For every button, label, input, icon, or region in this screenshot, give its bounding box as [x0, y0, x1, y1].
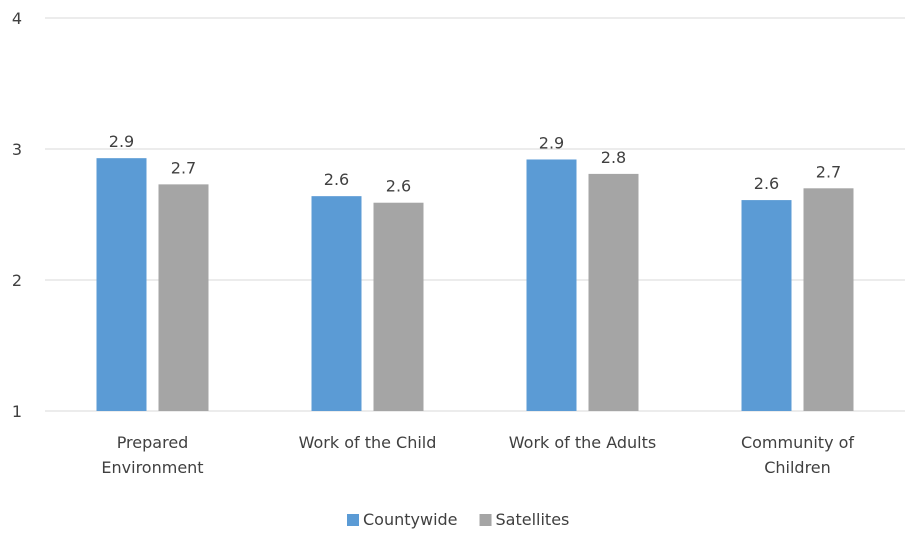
data-label: 2.9: [539, 133, 564, 152]
bar-countywide: [741, 200, 792, 411]
legend-swatch: [479, 514, 492, 526]
legend-label: Satellites: [496, 510, 570, 529]
data-label: 2.7: [816, 162, 841, 181]
data-label: 2.6: [386, 177, 411, 196]
legend-swatch: [347, 514, 359, 526]
bar-countywide: [96, 158, 147, 411]
data-label: 2.6: [754, 174, 779, 193]
data-label: 2.9: [109, 132, 134, 151]
bars: [96, 158, 854, 411]
category-label: Children: [764, 458, 831, 477]
legend-item-satellites[interactable]: Satellites: [479, 510, 570, 529]
category-label: Work of the Adults: [509, 433, 656, 452]
bar-countywide: [526, 159, 577, 411]
bar-satellites: [373, 202, 424, 411]
category-label: Environment: [101, 458, 203, 477]
y-tick-label: 1: [12, 402, 22, 421]
y-tick-label: 3: [12, 140, 22, 159]
data-label: 2.7: [171, 158, 196, 177]
legend-item-countywide[interactable]: Countywide: [347, 510, 458, 529]
y-tick-label: 4: [12, 9, 22, 28]
y-tick-label: 2: [12, 271, 22, 290]
data-label: 2.6: [324, 170, 349, 189]
legend[interactable]: Countywide Satellites: [347, 510, 569, 529]
bar-satellites: [158, 184, 209, 411]
category-label: Work of the Child: [299, 433, 437, 452]
x-axis-categories: Prepared Environment Work of the Child Work…: [101, 433, 854, 477]
bar-countywide: [311, 196, 362, 411]
bar-satellites: [588, 173, 639, 411]
data-labels: 2.9 2.7 2.6 2.6 2.9 2.8 2.6 2.7: [109, 132, 841, 196]
bar-satellites: [803, 188, 854, 411]
category-label: Community of: [741, 433, 854, 452]
category-label: Prepared: [117, 433, 189, 452]
data-label: 2.8: [601, 148, 626, 167]
legend-label: Countywide: [363, 510, 458, 529]
y-axis-ticks: 1 2 3 4: [12, 9, 22, 421]
